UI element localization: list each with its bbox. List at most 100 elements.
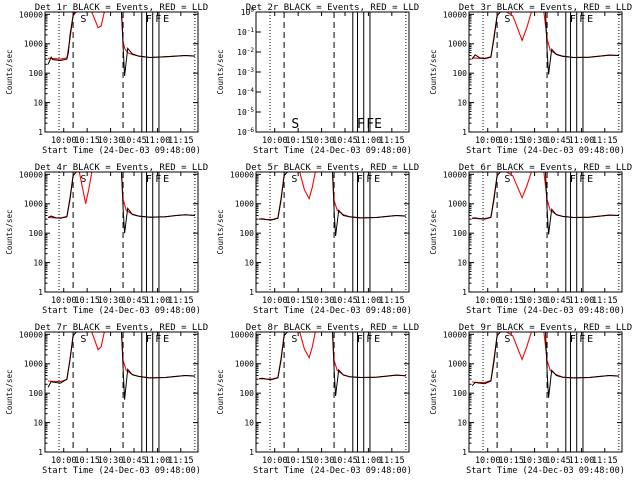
y-axis-label: Counts/sec (216, 369, 225, 414)
x-tick-label: 10:30 (522, 136, 548, 146)
x-tick-label: 11:00 (145, 296, 171, 306)
y-tick-label: 1000 (24, 200, 43, 209)
x-tick-label: 11:00 (569, 136, 595, 146)
x-tick-label: 10:30 (98, 136, 124, 146)
y-tick-label: 1000 (235, 200, 254, 209)
marker-letter: E (374, 117, 382, 132)
y-tick-label: 1 (249, 288, 254, 297)
y-tick-label: 100 (241, 7, 255, 17)
x-tick-label: 10:15 (285, 296, 311, 306)
x-tick-label: 11:15 (168, 296, 194, 306)
x-tick-label: 10:30 (98, 456, 124, 466)
y-axis-label: Counts/sec (5, 209, 14, 254)
detector-panel: Det 2r BLACK = Events, RED = LLD Counts/s… (216, 3, 419, 156)
marker-letter: S (504, 334, 510, 345)
x-tick-label: 10:30 (98, 296, 124, 306)
marker-letter: F (570, 14, 576, 25)
panel-title: Det 9r BLACK = Events, RED = LLD (459, 323, 632, 333)
y-tick-label: 10-4 (237, 87, 254, 97)
marker-letter: S (504, 14, 510, 25)
x-axis-label: Start Time (24-Dec-03 09:48:00) (466, 466, 625, 476)
y-tick-label: 100 (29, 389, 44, 398)
x-tick-label: 10:15 (74, 456, 100, 466)
y-axis-label: Counts/sec (216, 49, 225, 94)
y-tick-label: 1000 (448, 360, 467, 369)
x-tick-label: 11:00 (569, 296, 595, 306)
x-tick-label: 10:00 (262, 456, 288, 466)
plot-frame (468, 11, 623, 133)
x-tick-label: 10:45 (545, 456, 571, 466)
x-tick-label: 10:00 (475, 136, 501, 146)
y-tick-label: 10000 (19, 330, 43, 339)
y-tick-label: 10 (457, 419, 467, 428)
x-tick-label: 10:00 (51, 456, 77, 466)
events-series (472, 171, 619, 235)
x-axis-label: Start Time (24-Dec-03 09:48:00) (253, 146, 412, 156)
x-tick-label: 10:45 (121, 136, 147, 146)
y-tick-label: 1 (38, 448, 43, 457)
y-tick-label: 10 (33, 419, 43, 428)
marker-letter: E (587, 174, 593, 185)
panel-title: Det 8r BLACK = Events, RED = LLD (246, 323, 419, 333)
x-tick-label: 10:00 (262, 136, 288, 146)
marker-letter: F (570, 174, 576, 185)
marker-letter: F (357, 117, 365, 132)
x-tick-label: 11:00 (145, 136, 171, 146)
y-tick-label: 100 (240, 389, 255, 398)
y-tick-label: 100 (240, 229, 255, 238)
x-axis-label: Start Time (24-Dec-03 09:48:00) (42, 466, 201, 476)
marker-letter: F (146, 174, 152, 185)
x-axis-label: Start Time (24-Dec-03 09:48:00) (466, 306, 625, 316)
y-tick-label: 100 (453, 69, 468, 78)
x-tick-label: 10:15 (285, 456, 311, 466)
y-tick-label: 1 (38, 128, 43, 137)
x-tick-label: 10:00 (475, 296, 501, 306)
y-tick-label: 10-1 (237, 27, 254, 37)
y-tick-label: 10000 (19, 170, 43, 179)
x-tick-label: 10:45 (332, 136, 358, 146)
y-tick-label: 10000 (443, 10, 467, 19)
x-tick-label: 10:45 (121, 296, 147, 306)
y-tick-label: 10000 (230, 170, 254, 179)
y-tick-label: 1000 (448, 200, 467, 209)
detector-panel: Det 3r BLACK = Events, RED = LLD Counts/s… (429, 3, 632, 156)
panel-title: Det 2r BLACK = Events, RED = LLD (246, 3, 419, 13)
x-tick-label: 10:45 (545, 296, 571, 306)
panel-title: Det 4r BLACK = Events, RED = LLD (35, 163, 208, 173)
y-tick-label: 100 (29, 69, 44, 78)
detector-panel: Det 6r BLACK = Events, RED = LLD Counts/s… (429, 163, 632, 316)
x-tick-label: 10:30 (309, 296, 335, 306)
panel-title: Det 6r BLACK = Events, RED = LLD (459, 163, 632, 173)
marker-letter: F (570, 334, 576, 345)
marker-letter: F (366, 334, 372, 345)
x-tick-label: 10:45 (121, 456, 147, 466)
y-tick-label: 10000 (443, 170, 467, 179)
x-tick-label: 11:15 (592, 456, 618, 466)
y-tick-label: 1 (462, 128, 467, 137)
y-tick-label: 100 (453, 389, 468, 398)
events-series (259, 331, 406, 397)
marker-letter: S (80, 334, 86, 345)
plot-frame (44, 331, 199, 453)
plot-frame (255, 171, 410, 293)
y-tick-label: 1 (462, 288, 467, 297)
y-tick-label: 10-5 (237, 107, 254, 117)
detector-panel: Det 5r BLACK = Events, RED = LLD Counts/s… (216, 163, 419, 316)
detector-panel: Det 7r BLACK = Events, RED = LLD Counts/s… (5, 323, 208, 476)
plot-frame (44, 11, 199, 133)
detector-panel: Det 8r BLACK = Events, RED = LLD Counts/s… (216, 323, 419, 476)
events-series (471, 331, 619, 398)
y-axis-label: Counts/sec (429, 209, 438, 254)
y-axis-label: Counts/sec (5, 369, 14, 414)
marker-letter: S (291, 174, 297, 185)
y-tick-label: 10 (33, 259, 43, 268)
x-axis-label: Start Time (24-Dec-03 09:48:00) (42, 146, 201, 156)
marker-letter: F (579, 334, 585, 345)
y-axis-label: Counts/sec (5, 49, 14, 94)
events-series (47, 11, 195, 77)
marker-letter: F (155, 334, 161, 345)
marker-letter: E (374, 174, 380, 185)
detector-panel: Det 9r BLACK = Events, RED = LLD Counts/s… (429, 323, 632, 476)
x-tick-label: 11:15 (379, 136, 405, 146)
